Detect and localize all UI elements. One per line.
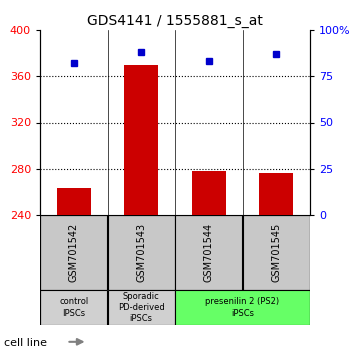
Text: Sporadic
PD-derived
iPSCs: Sporadic PD-derived iPSCs	[118, 292, 164, 323]
Bar	[192, 171, 226, 215]
Text: GSM701542: GSM701542	[69, 223, 79, 282]
Bar	[108, 215, 175, 290]
Text: GSM701543: GSM701543	[136, 223, 146, 282]
Text: GSM701544: GSM701544	[204, 223, 214, 282]
Text: control
IPSCs: control IPSCs	[59, 297, 88, 318]
Bar	[108, 290, 175, 325]
Bar	[40, 215, 107, 290]
Bar	[124, 65, 158, 215]
Bar	[243, 215, 310, 290]
Text: cell line: cell line	[4, 338, 47, 348]
Text: GSM701545: GSM701545	[271, 223, 281, 282]
Bar	[175, 290, 310, 325]
Bar	[57, 188, 91, 215]
Bar	[40, 290, 107, 325]
Bar	[175, 215, 242, 290]
Title: GDS4141 / 1555881_s_at: GDS4141 / 1555881_s_at	[87, 13, 263, 28]
Text: presenilin 2 (PS2)
iPSCs: presenilin 2 (PS2) iPSCs	[205, 297, 280, 318]
Bar	[259, 173, 293, 215]
